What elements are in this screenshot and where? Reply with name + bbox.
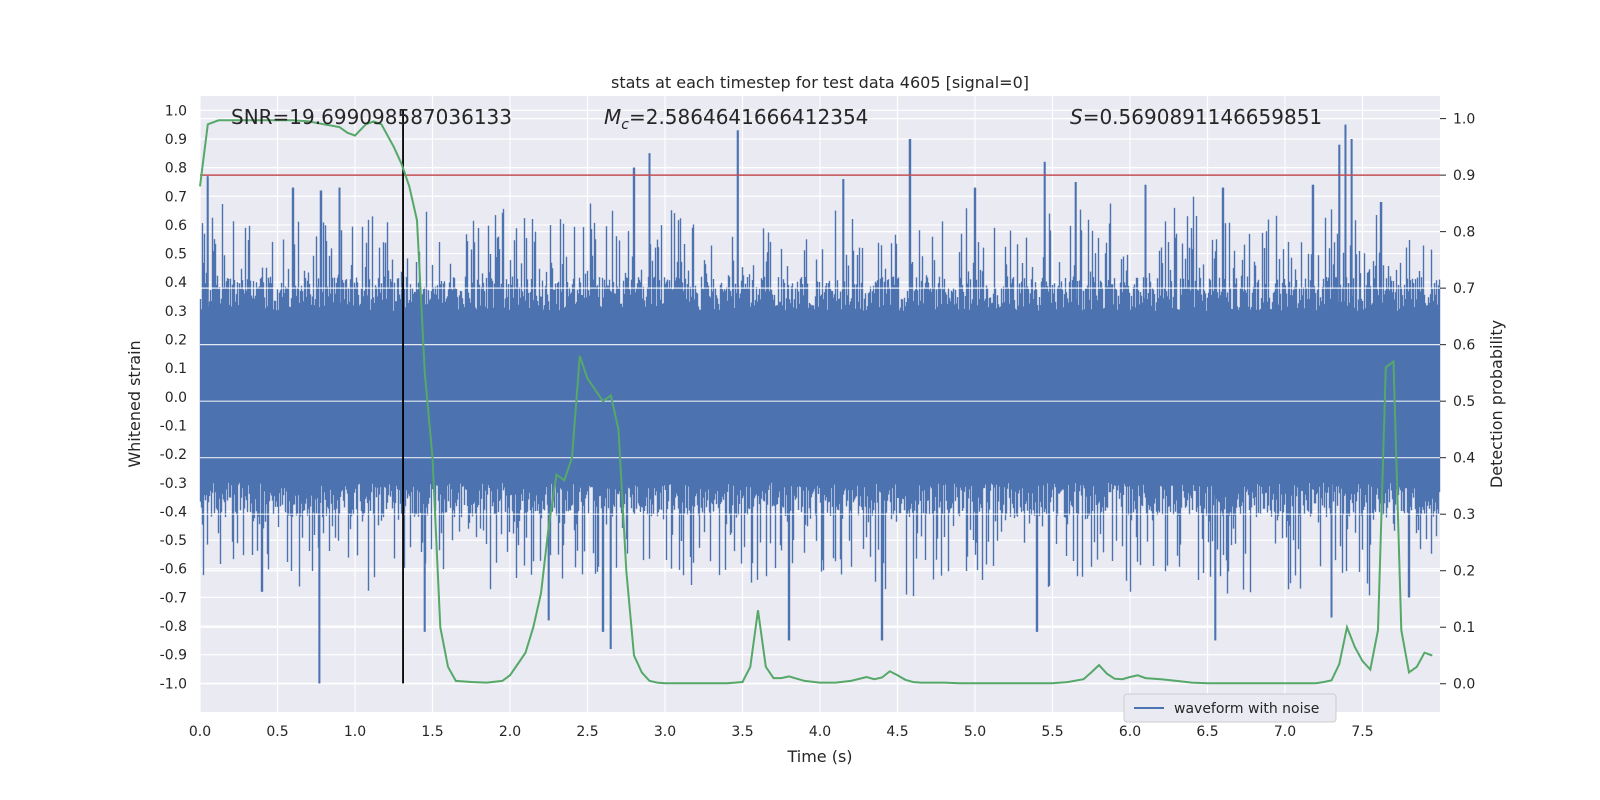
x-tick-label: 4.0 bbox=[809, 724, 831, 740]
y-left-tick-label: -0.2 bbox=[160, 447, 187, 463]
y-left-tick-label: 0.6 bbox=[165, 218, 187, 234]
x-axis-label: Time (s) bbox=[786, 747, 852, 766]
chirp-mass-value: =2.5864641666412354 bbox=[629, 105, 868, 129]
y-axis-right-label: Detection probability bbox=[1487, 320, 1506, 488]
y-right-tick-label: 1.0 bbox=[1453, 112, 1475, 128]
x-tick-label: 7.5 bbox=[1351, 724, 1373, 740]
y-right-tick-label: 0.5 bbox=[1453, 394, 1475, 410]
snr-annotation: SNR=19.699098587036133 bbox=[231, 105, 512, 129]
y-left-tick-label: 0.0 bbox=[165, 390, 187, 406]
x-tick-label: 7.0 bbox=[1274, 724, 1296, 740]
x-tick-label: 2.0 bbox=[499, 724, 521, 740]
y-left-tick-label: -0.6 bbox=[160, 562, 187, 578]
x-tick-label: 4.5 bbox=[886, 724, 908, 740]
legend-box bbox=[1123, 693, 1337, 723]
y-left-tick-label: 0.9 bbox=[165, 132, 187, 148]
y-left-tick-label: -0.4 bbox=[160, 504, 187, 520]
probability-series bbox=[199, 110, 1440, 685]
s-symbol: S bbox=[1070, 105, 1083, 129]
y-left-tick-label: 1.0 bbox=[165, 103, 187, 119]
y-left-tick-label: 0.2 bbox=[165, 333, 187, 349]
x-tick-label: 1.5 bbox=[421, 724, 443, 740]
chirp-mass-symbol: M bbox=[604, 105, 621, 129]
x-tick-label: 0.5 bbox=[266, 724, 288, 740]
x-tick-label: 3.0 bbox=[654, 724, 676, 740]
x-tick-label: 5.5 bbox=[1041, 724, 1063, 740]
chirp-mass-subscript: c bbox=[621, 117, 629, 133]
y-right-tick-label: 0.2 bbox=[1453, 564, 1475, 580]
y-left-tick-label: 0.4 bbox=[165, 275, 187, 291]
detection-probability-line bbox=[199, 119, 1433, 685]
y-left-tick-label: -0.8 bbox=[160, 619, 187, 635]
legend: waveform with noise bbox=[1123, 693, 1337, 723]
y-left-tick-label: -0.7 bbox=[160, 590, 187, 606]
x-tick-label: 6.5 bbox=[1196, 724, 1218, 740]
s-value: =0.5690891146659851 bbox=[1083, 105, 1322, 129]
chirp-mass-annotation: Mc=2.5864641666412354 bbox=[604, 105, 868, 133]
chart-title: stats at each timestep for test data 460… bbox=[611, 73, 1029, 92]
y-left-tick-label: -0.1 bbox=[160, 418, 187, 434]
x-tick-label: 3.5 bbox=[731, 724, 753, 740]
y-right-tick-label: 0.6 bbox=[1453, 338, 1475, 354]
x-tick-label: 1.0 bbox=[344, 724, 366, 740]
x-tick-label: 2.5 bbox=[576, 724, 598, 740]
y-left-tick-label: 0.7 bbox=[165, 189, 187, 205]
axes: 0.0 0.5 1.0 1.5 2.0 2.5 3.0 3.5 4.0 4.5 5.0 5.5 6.0 6… bbox=[160, 103, 1476, 740]
s-annotation: S=0.5690891146659851 bbox=[1070, 105, 1322, 129]
y-right-tick-label: 0.3 bbox=[1453, 507, 1475, 523]
y-left-tick-label: -0.9 bbox=[160, 648, 187, 664]
y-left-tick-label: 0.1 bbox=[165, 361, 187, 377]
y-axis-left-label: Whitened strain bbox=[125, 340, 144, 467]
y-left-tick-label: 0.5 bbox=[165, 247, 187, 263]
x-tick-label: 5.0 bbox=[964, 724, 986, 740]
legend-label: waveform with noise bbox=[1174, 701, 1319, 717]
y-right-tick-label: 0.7 bbox=[1453, 281, 1475, 297]
y-right-tick-label: 0.1 bbox=[1453, 620, 1475, 636]
y-left-tick-label: -0.5 bbox=[160, 533, 187, 549]
y-right-tick-label: 0.0 bbox=[1453, 677, 1475, 693]
waveform-dense-band bbox=[200, 313, 1440, 480]
y-right-tick-label: 0.8 bbox=[1453, 225, 1475, 241]
y-left-tick-label: 0.3 bbox=[165, 304, 187, 320]
y-left-tick-label: -0.3 bbox=[160, 476, 187, 492]
y-left-tick-label: 0.8 bbox=[165, 161, 187, 177]
y-left-tick-label: -1.0 bbox=[160, 676, 187, 692]
y-right-tick-label: 0.9 bbox=[1453, 168, 1475, 184]
x-tick-label: 0.0 bbox=[189, 724, 211, 740]
waveform-series bbox=[199, 124, 1441, 684]
y-right-tick-label: 0.4 bbox=[1453, 451, 1475, 467]
x-tick-label: 6.0 bbox=[1119, 724, 1141, 740]
